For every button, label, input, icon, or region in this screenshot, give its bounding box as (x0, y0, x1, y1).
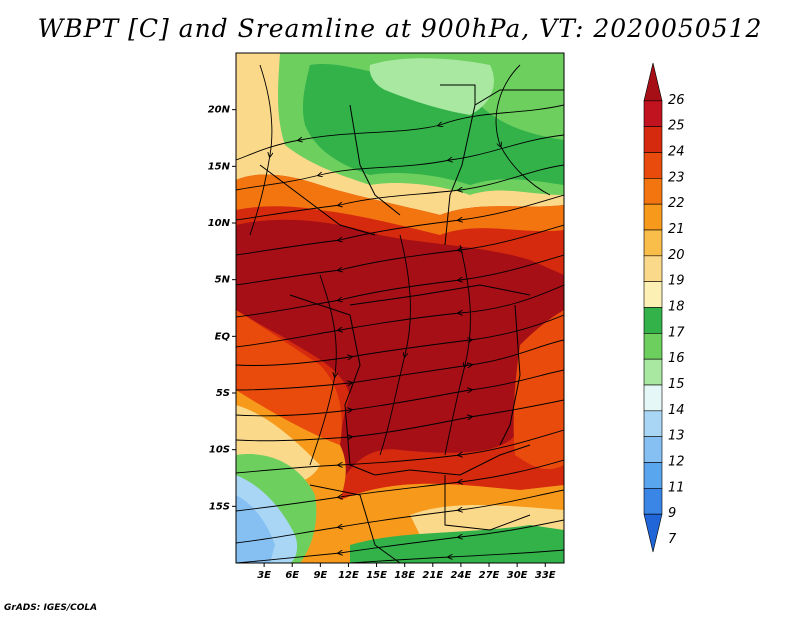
colorbar-swatch (643, 462, 663, 489)
map-frame (235, 52, 565, 564)
colorbar-label: 26 (668, 93, 685, 108)
lon-tick-label: 33E (535, 570, 556, 580)
colorbar-swatch (643, 307, 663, 334)
colorbar-label: 7 (668, 532, 677, 547)
lat-tick-label: 15S (209, 501, 230, 512)
lon-tick-label: 9E (313, 570, 327, 580)
lon-tick-label: 27E (479, 570, 500, 580)
colorbar-label: 12 (668, 455, 685, 470)
colorbar-swatch (643, 281, 663, 308)
lat-tick-label: 5S (216, 388, 230, 399)
lat-tick-label: 10S (209, 445, 230, 456)
colorbar-swatch (643, 333, 663, 360)
colorbar-swatch (643, 255, 663, 282)
colorbar-label: 15 (668, 377, 685, 392)
colorbar-swatch (643, 62, 663, 102)
credit-text: GrADS: IGES/COLA (4, 603, 98, 613)
wbpt-streamline-map: 3E 6E 9E 12E 15E 18E 21E 24E 27E 30E 33E 20N 15N 10N… (208, 52, 565, 580)
colorbar-swatch (643, 126, 663, 153)
colorbar-swatch (643, 229, 663, 257)
field-east-orange (513, 310, 564, 470)
lon-tick-label: 30E (507, 570, 528, 580)
colorbar-label: 13 (668, 429, 685, 444)
colorbar-swatch (643, 358, 663, 386)
streamlines (236, 64, 564, 563)
lon-tick-label: 3E (257, 570, 271, 580)
lon-tick-label: 18E (394, 570, 415, 580)
colorbar-label: 18 (668, 300, 685, 315)
colorbar-swatch (643, 384, 663, 412)
colorbar-label: 21 (668, 222, 685, 237)
colorbar-label: 24 (668, 145, 685, 160)
colorbar-label: 17 (668, 325, 685, 340)
colorbar-label: 22 (668, 196, 685, 211)
field-southwest-blue2 (236, 495, 275, 563)
colorbar-label: 20 (668, 248, 685, 263)
colorbar-swatch (643, 436, 663, 463)
lat-tick-label: 10N (208, 218, 231, 229)
lat-tick-label: 20N (208, 105, 231, 116)
colorbar-swatch (643, 178, 663, 205)
colorbar: 26 25 24 23 22 21 20 19 18 17 16 15 14 13 12 11 9 7 (643, 62, 685, 553)
colorbar-label: 19 (668, 274, 685, 289)
field-orange-north (236, 174, 564, 235)
lon-tick-label: 21E (422, 570, 443, 580)
lon-axis: 3E 6E 9E 12E 15E 18E 21E 24E 27E 30E 33E (257, 563, 556, 580)
lon-tick-label: 15E (366, 570, 387, 580)
lat-tick-label: 5N (215, 275, 231, 286)
colorbar-swatch (643, 513, 663, 553)
field-north-lightgreen (369, 58, 494, 115)
lat-tick-label: 15N (208, 161, 231, 172)
colorbar-swatch (643, 152, 663, 179)
colorbar-label: 16 (668, 351, 685, 366)
lat-tick-label: EQ (215, 331, 231, 342)
lon-tick-label: 12E (338, 570, 359, 580)
colorbar-label: 9 (668, 506, 676, 521)
colorbar-swatch (643, 100, 663, 127)
chart-title: WBPT [C] and Sreamline at 900hPa, VT: 20… (37, 14, 763, 43)
lon-tick-label: 24E (451, 570, 472, 580)
lat-axis: 20N 15N 10N 5N EQ 5S 10S 15S (208, 105, 236, 512)
colorbar-label: 25 (668, 119, 685, 134)
colorbar-swatch (643, 410, 663, 437)
colorbar-label: 23 (668, 170, 685, 185)
colorbar-swatch (643, 203, 663, 231)
lon-tick-label: 6E (285, 570, 299, 580)
colorbar-label: 14 (668, 403, 685, 418)
colorbar-label: 11 (668, 480, 685, 495)
colorbar-swatch (643, 488, 663, 515)
field-south-yellow (236, 405, 564, 547)
